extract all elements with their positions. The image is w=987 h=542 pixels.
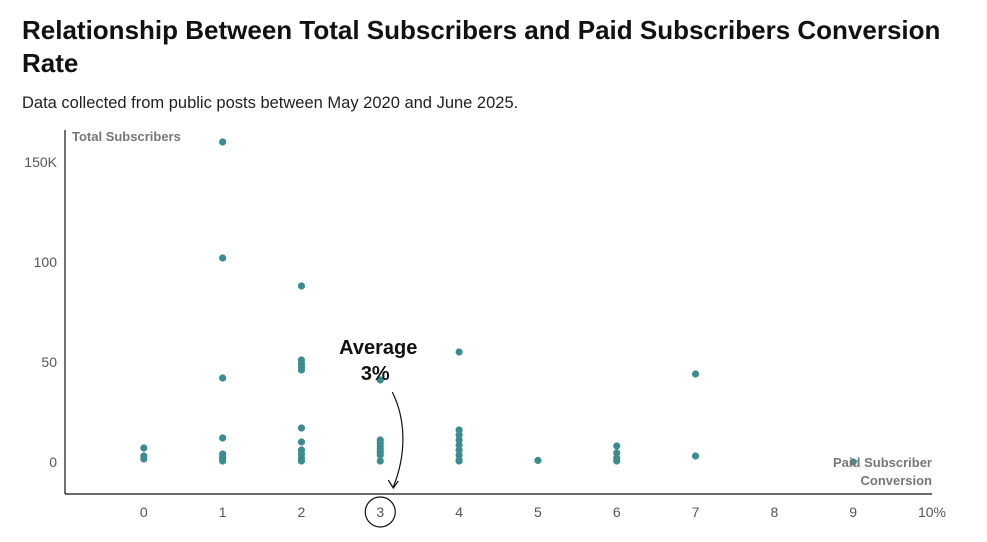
scatter-point [691,370,700,378]
y-tick-label: 150K [24,154,57,170]
scatter-point [455,426,463,434]
scatter-point [219,457,227,465]
x-tick-label: 5 [534,504,542,520]
scatter-point [297,282,306,290]
x-axis-title-line2: Conversion [860,473,932,488]
y-tick-label: 50 [41,354,57,370]
scatter-point [219,138,227,146]
x-tick-label: 0 [140,504,148,520]
y-tick-label: 100 [34,254,58,270]
x-tick-label: 4 [455,504,463,520]
scatter-point [849,458,857,466]
annotation-arrowhead [387,479,399,490]
scatter-point [140,455,148,463]
scatter-point [455,457,463,465]
x-tick-label: 10% [918,504,946,520]
scatter-point [691,452,700,460]
x-tick-label: 7 [692,504,700,520]
scatter-point [376,457,384,465]
annotation-arrow [391,391,404,488]
scatter-point [455,441,463,449]
scatter-point [376,451,384,459]
scatter-point [297,424,306,432]
y-axis-title: Total Subscribers [72,129,181,144]
x-tick-label: 9 [849,504,857,520]
scatter-point [455,431,463,439]
scatter-point [297,457,306,465]
x-tick-label: 3 [376,504,384,520]
x-tick-label: 1 [219,504,227,520]
scatter-point [219,254,227,262]
x-axis-title-line1: Paid Subscriber [833,455,932,470]
highlight-circle [364,496,396,528]
scatter-point [455,451,463,459]
annotation-value-label: 3% [361,363,390,385]
scatter-point [534,456,542,464]
scatter-point [455,446,463,454]
x-tick-label: 8 [770,504,778,520]
chart-subtitle: Data collected from public posts between… [22,94,519,112]
y-tick-label: 0 [49,454,57,470]
x-tick-label: 6 [613,504,621,520]
scatter-point [297,438,306,446]
scatter-point [613,449,621,457]
x-tick-label: 2 [298,504,306,520]
scatter-point [219,374,227,382]
scatter-point [455,436,463,444]
scatter-point [219,434,227,442]
scatter-point [140,444,148,452]
scatter-point [376,376,384,384]
scatter-point [297,366,306,374]
scatter-point [455,348,463,356]
annotation-average-label: Average [339,337,417,359]
chart-title: Relationship Between Total Subscribers a… [22,15,941,78]
scatter-point [613,457,621,465]
scatter-point [613,442,621,450]
